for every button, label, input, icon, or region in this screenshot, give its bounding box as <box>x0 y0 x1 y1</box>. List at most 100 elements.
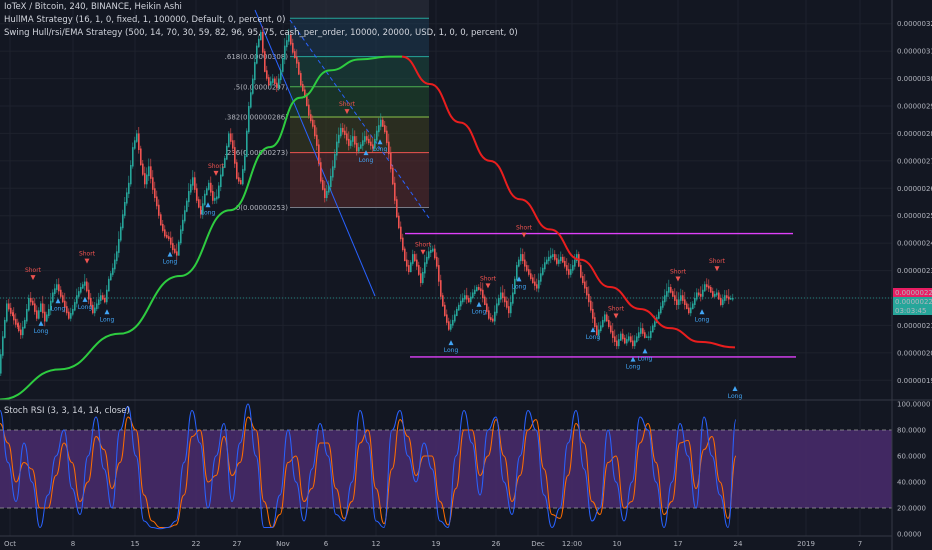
stoch-rsi-pane <box>0 403 892 530</box>
short-signal-label: Short <box>208 163 225 170</box>
candle-body <box>114 259 116 270</box>
candle-body <box>206 188 208 196</box>
candle-body <box>430 250 432 253</box>
candle-body <box>648 336 650 338</box>
candle-body <box>192 177 194 186</box>
candle-body <box>156 196 158 207</box>
candle-body <box>516 265 518 281</box>
fib-level-label: .236(0.00000273) <box>225 149 289 157</box>
candle-body <box>576 254 578 262</box>
candle-body <box>362 140 364 146</box>
candle-body <box>602 319 604 327</box>
candle-body <box>226 145 228 160</box>
y-tick-label: 0.00000200 <box>897 349 932 357</box>
candle-body <box>686 303 688 310</box>
candle-body <box>646 336 648 338</box>
candle-body <box>296 56 298 64</box>
swing-hull-strategy-legend: Swing Hull/rsi/EMA Strategy (500, 14, 70… <box>4 28 518 38</box>
x-tick-label: 27 <box>233 540 242 548</box>
candle-body <box>424 262 426 274</box>
candle-body <box>64 300 66 308</box>
candle-body <box>594 317 596 327</box>
fib-zone <box>290 56 429 87</box>
candle-body <box>98 299 100 305</box>
candle-body <box>572 265 574 271</box>
candle-body <box>50 300 52 311</box>
candle-body <box>472 292 474 299</box>
candle-body <box>344 130 346 135</box>
candle-body <box>336 141 338 156</box>
candle-body <box>228 133 230 148</box>
candle-body <box>382 119 384 127</box>
candle-body <box>130 164 132 185</box>
candle-body <box>456 308 458 316</box>
long-arrow-icon <box>205 202 211 208</box>
candle-body <box>308 104 310 116</box>
candle-body <box>196 188 198 201</box>
candle-body <box>356 143 358 152</box>
candle-body <box>298 62 300 75</box>
candle-body <box>154 188 156 199</box>
x-tick-label: 12:00 <box>562 540 582 548</box>
candle-body <box>222 166 224 177</box>
candle-body <box>284 45 286 60</box>
candle-body <box>724 295 726 301</box>
x-tick-label: 7 <box>858 540 862 548</box>
candle-body <box>46 314 48 322</box>
candle-body <box>242 169 244 185</box>
stoch-y-tick-label: 40.0000 <box>897 479 926 487</box>
candle-body <box>364 136 366 142</box>
candle-body <box>478 287 480 290</box>
candle-body <box>604 314 606 322</box>
candle-body <box>560 256 562 262</box>
short-arrow-icon <box>30 275 36 281</box>
candle-body <box>272 78 274 83</box>
candle-body <box>634 340 636 347</box>
candle-body <box>610 325 612 333</box>
stoch-rsi-legend: Stoch RSI (3, 3, 14, 14, close) <box>4 406 130 416</box>
candle-body <box>696 292 698 300</box>
candle-body <box>96 303 98 310</box>
trend-lines <box>0 9 892 358</box>
fib-zone <box>290 86 429 117</box>
candle-body <box>102 295 104 300</box>
candle-body <box>586 287 588 296</box>
candle-body <box>506 300 508 308</box>
candle-body <box>346 133 348 141</box>
candle-body <box>164 229 166 237</box>
candle-body <box>148 166 150 177</box>
candle-body <box>388 141 390 155</box>
candle-body <box>110 273 112 281</box>
candle-body <box>716 292 718 296</box>
candle-body <box>306 95 308 107</box>
candle-body <box>438 265 440 282</box>
candle-body <box>160 214 162 226</box>
candle-body <box>42 303 44 314</box>
candle-body <box>670 287 672 293</box>
long-signal-label: Long <box>512 283 527 290</box>
red-curve-line <box>401 55 736 349</box>
candle-body <box>266 70 268 79</box>
candle-body <box>444 304 446 316</box>
candle-body <box>78 291 80 297</box>
countdown-value: 03:03:45 <box>895 307 926 315</box>
candle-body <box>268 77 270 86</box>
long-signal-label: Long <box>444 347 459 354</box>
candle-body <box>486 303 488 312</box>
candle-body <box>706 284 708 288</box>
candle-body <box>134 140 136 149</box>
candle-body <box>128 182 130 194</box>
candle-body <box>700 293 702 297</box>
candle-body <box>166 234 168 238</box>
x-tick-label: 17 <box>674 540 683 548</box>
short-arrow-icon <box>521 232 527 238</box>
x-tick-label: 26 <box>492 540 501 548</box>
long-signal-label: Long <box>373 146 388 153</box>
candle-body <box>4 319 6 338</box>
fib-retracement: 0(0.00000253) .236(0.00000273) .382(0.0000… <box>225 0 429 212</box>
candle-body <box>508 306 510 314</box>
stoch-k-line <box>0 403 737 530</box>
x-tick-label: Dec <box>531 540 545 548</box>
candle-body <box>580 265 582 278</box>
